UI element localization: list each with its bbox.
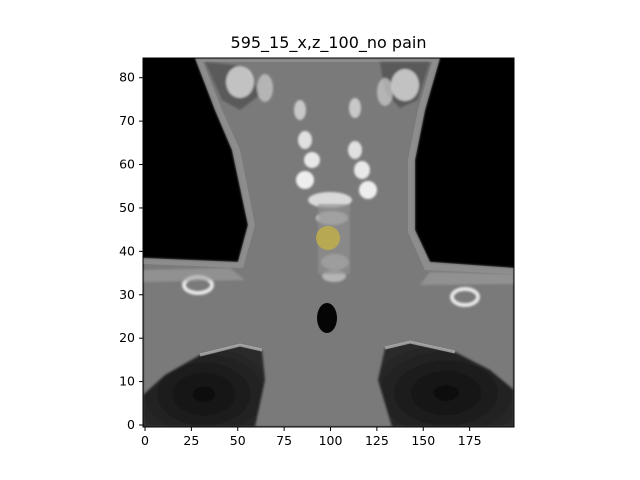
axes-frame bbox=[142, 57, 515, 428]
trachea-air bbox=[317, 303, 337, 333]
right-lung bbox=[378, 342, 514, 427]
x-tick-label: 0 bbox=[141, 433, 149, 448]
x-tick-label: 125 bbox=[365, 433, 389, 448]
x-tick-label: 150 bbox=[411, 433, 435, 448]
y-tick-label: 60 bbox=[119, 157, 135, 172]
y-tick-label: 0 bbox=[127, 417, 135, 432]
y-tick-label: 80 bbox=[119, 70, 135, 85]
y-tick-label: 20 bbox=[119, 330, 135, 345]
x-tick-label: 25 bbox=[183, 433, 199, 448]
y-tick-label: 70 bbox=[119, 113, 135, 128]
y-tick-label: 50 bbox=[119, 200, 135, 215]
y-axis: 0 10 20 30 40 50 60 70 80 bbox=[119, 70, 143, 432]
plot-title: 595_15_x,z_100_no pain bbox=[230, 33, 427, 52]
segmentation-overlay bbox=[316, 226, 340, 250]
x-axis: 0 25 50 75 100 125 150 175 bbox=[141, 427, 482, 448]
x-tick-label: 100 bbox=[319, 433, 343, 448]
y-tick-label: 30 bbox=[119, 287, 135, 302]
x-tick-label: 175 bbox=[458, 433, 482, 448]
ct-image bbox=[143, 58, 514, 427]
y-tick-label: 10 bbox=[119, 374, 135, 389]
left-lung bbox=[143, 345, 265, 427]
x-tick-label: 50 bbox=[230, 433, 246, 448]
x-tick-label: 75 bbox=[276, 433, 292, 448]
y-tick-label: 40 bbox=[119, 243, 135, 258]
